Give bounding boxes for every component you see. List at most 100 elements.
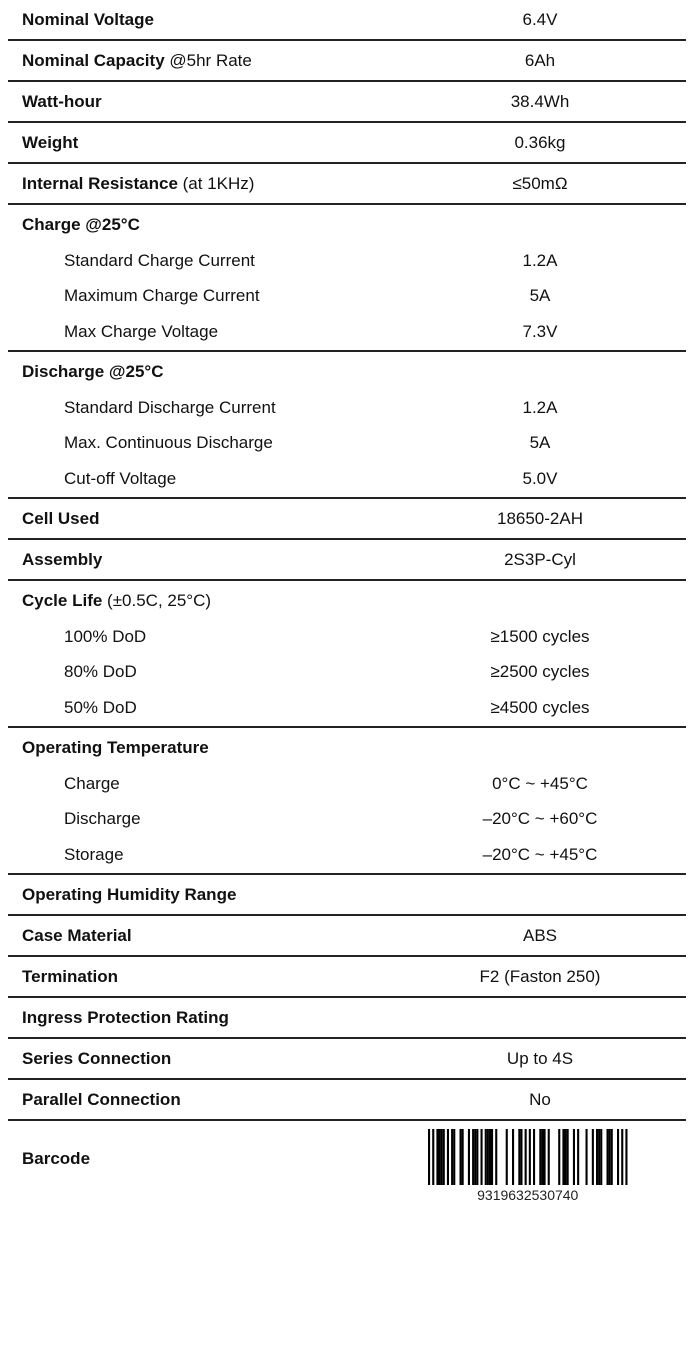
sub-value: ≥4500 cycles (490, 697, 590, 717)
sub-value: 1.2A (522, 398, 558, 418)
label-text: Termination (22, 966, 119, 986)
sub-value: –20°C ~ +45°C (482, 844, 598, 864)
barcode-bar (558, 1129, 561, 1185)
spec-line: Assembly 2S3P-Cyl (8, 540, 686, 579)
barcode-bar (438, 1129, 441, 1185)
spec-line: Nominal Capacity @5hr Rate 6Ah (8, 41, 686, 80)
barcode-label: Barcode (22, 1149, 91, 1168)
spec-value: 0.36kg (514, 132, 566, 152)
spec-label: Parallel Connection (22, 1090, 181, 1110)
spec-row: Nominal Capacity @5hr Rate 6Ah (8, 41, 686, 82)
barcode-bar (446, 1129, 449, 1185)
spec-row: Operating Humidity Range (8, 875, 686, 916)
label-text: Operating Temperature (22, 737, 209, 757)
sub-label: Standard Discharge Current (64, 398, 276, 418)
barcode-bar (621, 1129, 624, 1185)
label-note: @5hr Rate (169, 50, 252, 70)
sub-value: 5.0V (522, 468, 558, 488)
sub-line: Max Charge Voltage 7.3V (8, 313, 686, 350)
spec-label: Termination (22, 967, 118, 987)
barcode-bar (606, 1129, 609, 1185)
sub-label: 80% DoD (64, 661, 137, 681)
sub-value: 5A (529, 285, 551, 305)
spec-value: 38.4Wh (510, 91, 570, 111)
sub-value: 0°C ~ +45°C (492, 774, 588, 794)
barcode-bar (474, 1129, 477, 1185)
spec-label: Ingress Protection Rating (22, 1008, 229, 1028)
spec-row: Internal Resistance (at 1KHz) ≤50mΩ (8, 164, 686, 205)
spec-label: Operating Humidity Range (22, 885, 236, 905)
barcode-bar (440, 1129, 443, 1185)
spec-label: Operating Temperature (22, 738, 209, 758)
spec-value: 2S3P-Cyl (504, 549, 576, 569)
barcode-bar (562, 1129, 565, 1185)
spec-line: Internal Resistance (at 1KHz) ≤50mΩ (8, 164, 686, 203)
barcode-bar (459, 1129, 462, 1185)
spec-value: 6Ah (524, 50, 556, 70)
spec-value: No (529, 1089, 551, 1109)
spec-value: ABS (522, 925, 558, 945)
sub-label: 50% DoD (64, 697, 137, 717)
spec-line: Operating Temperature (8, 728, 686, 767)
label-text: Weight (22, 132, 79, 152)
spec-label: Cycle Life (±0.5C, 25°C) (22, 591, 211, 611)
spec-line: Weight 0.36kg (8, 123, 686, 162)
spec-label: Discharge @25°C (22, 362, 164, 382)
spec-label: Series Connection (22, 1049, 171, 1069)
sub-line: Standard Charge Current 1.2A (8, 244, 686, 279)
barcode-bar (491, 1129, 494, 1185)
barcode-bar (610, 1129, 613, 1185)
label-text: Ingress Protection Rating (22, 1007, 229, 1027)
spec-line: Parallel Connection No (8, 1080, 686, 1119)
spec-label: Weight (22, 133, 78, 153)
spec-line: Operating Humidity Range (8, 875, 686, 914)
label-text: Case Material (22, 925, 132, 945)
sub-label: Storage (64, 844, 124, 864)
barcode-row: Barcode 9319632530740 (8, 1121, 686, 1301)
sub-label: Charge (64, 774, 120, 794)
barcode-bar (533, 1129, 536, 1185)
label-note: (at 1KHz) (182, 173, 255, 193)
spec-row: Assembly 2S3P-Cyl (8, 540, 686, 581)
barcode-number: 9319632530740 (477, 1187, 578, 1203)
spec-line: Cell Used 18650-2AH (8, 499, 686, 538)
spec-line: Charge @25°C (8, 205, 686, 244)
barcode-bar (442, 1129, 445, 1185)
spec-label: Case Material (22, 926, 132, 946)
barcode-bar (528, 1129, 531, 1185)
barcode-bar (484, 1129, 487, 1185)
spec-row: Case Material ABS (8, 916, 686, 957)
spec-row: Weight 0.36kg (8, 123, 686, 164)
spec-line: Series Connection Up to 4S (8, 1039, 686, 1078)
spec-row: Cell Used 18650-2AH (8, 499, 686, 540)
barcode-bar (577, 1129, 580, 1185)
barcode-bar (486, 1129, 489, 1185)
sub-line: Cut-off Voltage 5.0V (8, 460, 686, 497)
spec-line: Case Material ABS (8, 916, 686, 955)
sub-label: Max. Continuous Discharge (64, 432, 273, 452)
sub-value: 7.3V (522, 321, 558, 341)
spec-row: Operating Temperature Charge 0°C ~ +45°C Di… (8, 728, 686, 875)
barcode-bar (520, 1129, 523, 1185)
barcode-bar (432, 1129, 435, 1185)
spec-value: ≤50mΩ (512, 173, 568, 193)
spec-value: 18650-2AH (496, 508, 583, 528)
sub-line: 100% DoD ≥1500 cycles (8, 620, 686, 655)
label-text: Parallel Connection (22, 1089, 181, 1109)
sub-value: 5A (529, 432, 551, 452)
barcode-bar (591, 1129, 594, 1185)
barcode-bar (608, 1129, 611, 1185)
sub-value: –20°C ~ +60°C (482, 808, 598, 828)
barcode-bar (524, 1129, 527, 1185)
sub-label: Standard Charge Current (64, 251, 255, 271)
label-text: Cell Used (22, 508, 100, 528)
barcode-bar (543, 1129, 546, 1185)
sub-line: Discharge –20°C ~ +60°C (8, 802, 686, 837)
spec-row: Parallel Connection No (8, 1080, 686, 1121)
sub-label: Cut-off Voltage (64, 468, 177, 488)
barcode-bar (472, 1129, 475, 1185)
spec-row: Discharge @25°C Standard Discharge Curren… (8, 352, 686, 499)
sub-value: 1.2A (522, 251, 558, 271)
spec-row: Ingress Protection Rating (8, 998, 686, 1039)
barcode-bar (488, 1129, 491, 1185)
